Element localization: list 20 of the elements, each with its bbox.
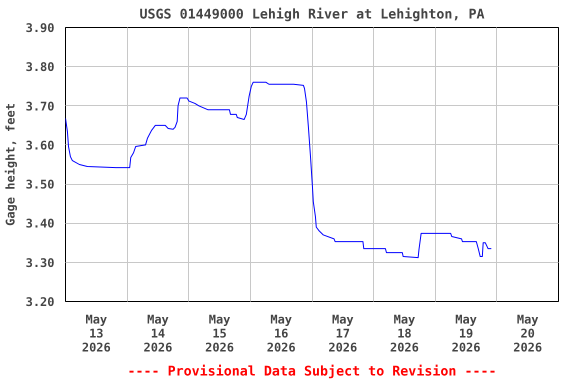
x-tick-label: May 13 2026	[82, 312, 111, 354]
y-tick-label: 3.80	[26, 60, 55, 74]
y-tick-label: 3.20	[26, 295, 55, 309]
y-tick-label: 3.90	[26, 21, 55, 35]
x-tick-label: May 16 2026	[266, 312, 296, 354]
line-series	[66, 82, 492, 258]
x-tick-label: May 15 2026	[205, 312, 234, 354]
chart-title: USGS 01449000 Lehigh River at Lehighton, PA	[139, 8, 485, 22]
x-tick-label: May 17 2026	[328, 312, 358, 354]
x-tick-label: May 20 2026	[513, 312, 542, 354]
text: ---- Provisional Data Subject to Revision ----	[127, 364, 497, 380]
y-tick-label: 3.50	[26, 178, 55, 192]
y-axis-title: Gage height, feet	[4, 103, 18, 226]
x-tick-label: May 14 2026	[143, 312, 172, 354]
y-tick-label: 3.60	[26, 138, 55, 152]
x-tick-label: May 19 2026	[452, 312, 481, 354]
x-tick-label: May 18 2026	[390, 312, 419, 354]
y-tick-label: 3.40	[26, 216, 55, 231]
y-tick-label: 3.70	[26, 99, 55, 114]
y-tick-label: 3.30	[26, 256, 55, 270]
